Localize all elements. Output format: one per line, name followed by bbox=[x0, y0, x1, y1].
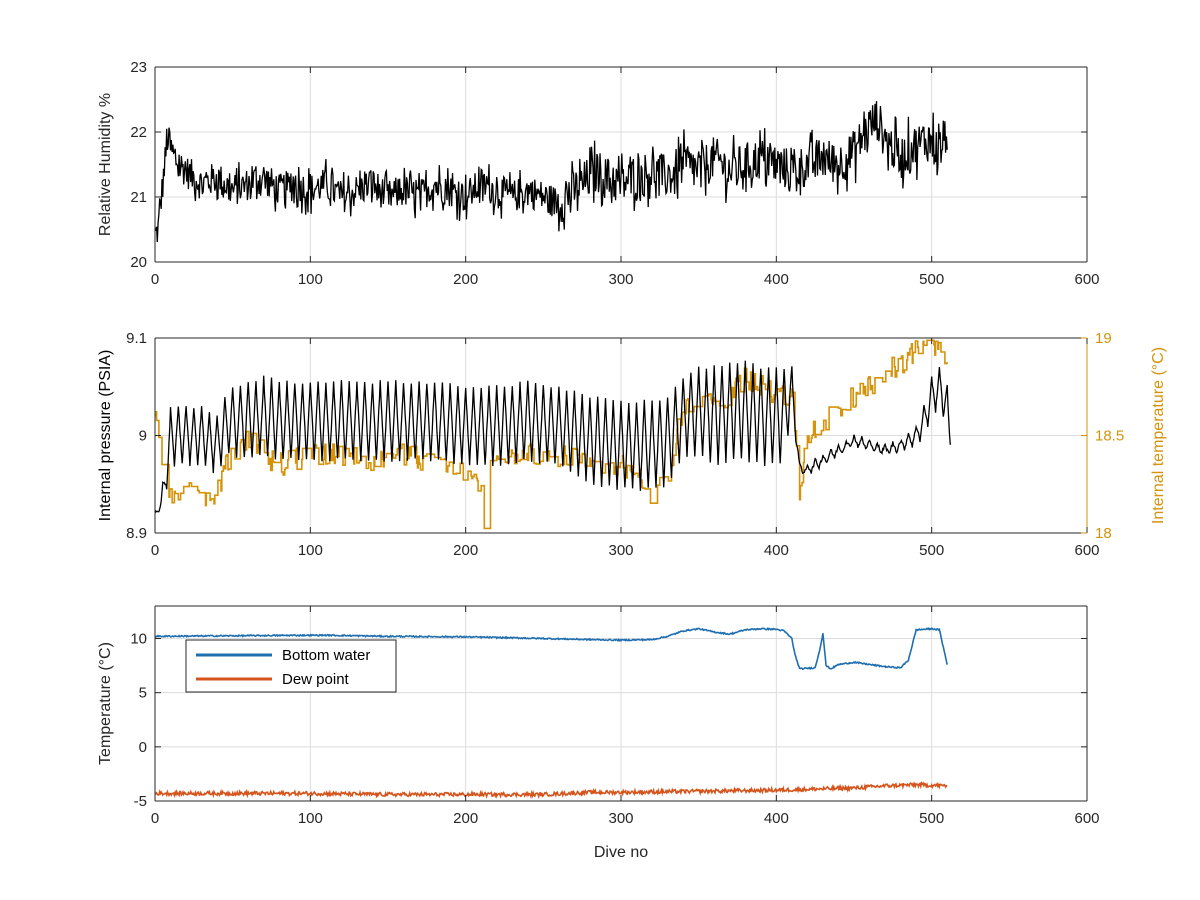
y-tick-label: 8.9 bbox=[126, 525, 147, 542]
y-tick-label-right: 19 bbox=[1095, 330, 1112, 347]
y-tick-label: 21 bbox=[130, 189, 147, 206]
x-tick-label: 500 bbox=[919, 542, 944, 559]
legend-label: Dew point bbox=[282, 671, 350, 688]
x-tick-label: 200 bbox=[453, 542, 478, 559]
y-axis-label: Internal pressure (PSIA) bbox=[97, 350, 114, 522]
legend: Bottom water Dew point bbox=[185, 639, 397, 693]
x-tick-label: 600 bbox=[1074, 271, 1099, 288]
x-tick-label: 400 bbox=[764, 542, 789, 559]
x-tick-label: 300 bbox=[608, 542, 633, 559]
grid bbox=[155, 606, 1087, 801]
x-tick-label: 100 bbox=[298, 271, 323, 288]
y-tick-label: 9 bbox=[139, 428, 147, 445]
x-tick-label: 0 bbox=[151, 542, 159, 559]
y-tick-label: 0 bbox=[139, 739, 147, 756]
y-axis-label: Relative Humidity % bbox=[97, 93, 114, 236]
x-tick-label: 300 bbox=[608, 271, 633, 288]
x-tick-label: 0 bbox=[151, 810, 159, 827]
y-tick-label: 9.1 bbox=[126, 330, 147, 347]
internal-pressure-line bbox=[154, 360, 951, 514]
legend-label: Bottom water bbox=[282, 647, 370, 664]
y-tick-label-right: 18.5 bbox=[1095, 428, 1124, 445]
humidity-line bbox=[154, 101, 948, 243]
panel-2: 0 100 200 300 400 500 600 8.9 9 9.1 Internal press… bbox=[97, 330, 1167, 559]
grid bbox=[155, 338, 1087, 533]
y-tick-label: 10 bbox=[130, 631, 147, 648]
x-tick-label: 200 bbox=[453, 810, 478, 827]
legend-box bbox=[185, 639, 397, 693]
x-tick-label: 0 bbox=[151, 271, 159, 288]
x-tick-label: 300 bbox=[608, 810, 633, 827]
x-tick-label: 100 bbox=[298, 810, 323, 827]
y-tick-label: 23 bbox=[130, 59, 147, 76]
x-axis-label: Dive no bbox=[594, 844, 648, 861]
right-axis: 18 18.5 19 Internal temperature (°C) bbox=[1081, 330, 1167, 542]
y-tick-label: 22 bbox=[130, 124, 147, 141]
x-tick-label: 200 bbox=[453, 271, 478, 288]
x-tick-label: 600 bbox=[1074, 810, 1099, 827]
y-axis-label-right: Internal temperature (°C) bbox=[1150, 347, 1167, 524]
x-tick-label: 500 bbox=[919, 271, 944, 288]
x-tick-label: 500 bbox=[919, 810, 944, 827]
axes-frame: 0 100 200 300 400 500 600 20 21 22 23 Relative Humi… bbox=[97, 59, 1100, 288]
y-tick-label: -5 bbox=[134, 793, 147, 810]
dew-point-line bbox=[154, 781, 948, 800]
x-tick-label: 100 bbox=[298, 542, 323, 559]
bottom-water-line bbox=[154, 627, 948, 671]
internal-temperature-line bbox=[155, 339, 948, 530]
x-tick-label: 400 bbox=[764, 810, 789, 827]
y-tick-label: 20 bbox=[130, 254, 147, 271]
y-axis-label: Temperature (°C) bbox=[97, 642, 114, 765]
y-tick-label: 5 bbox=[139, 685, 147, 702]
x-tick-label: 600 bbox=[1074, 542, 1099, 559]
panel-1: 0 100 200 300 400 500 600 20 21 22 23 Relative Humi… bbox=[97, 59, 1100, 288]
y-tick-label-right: 18 bbox=[1095, 525, 1112, 542]
x-tick-label: 400 bbox=[764, 271, 789, 288]
